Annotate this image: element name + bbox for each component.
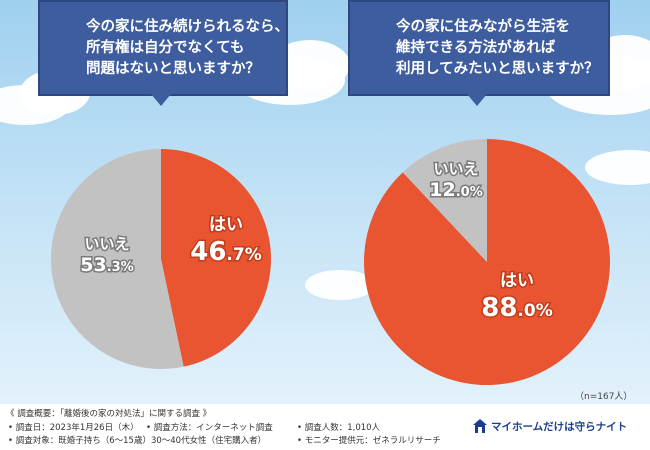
survey-footer: 《 調査概要：「離婚後の家の対処法」に関する調査 》 • 調査日：2023年1月… bbox=[0, 404, 650, 450]
question-box-left: 今の家に住み続けられるなら、 所有権は自分でなくても 問題はないと思いますか？ bbox=[38, 0, 289, 96]
pie-2-label-2: いいえ bbox=[433, 160, 478, 178]
pie-2-value-2: 12.0% bbox=[429, 179, 482, 201]
pie-1-slice-1 bbox=[161, 149, 271, 367]
question-box-right-tail bbox=[467, 94, 487, 106]
sample-size: （n=167人） bbox=[575, 392, 633, 402]
pie-2-label-1: はい bbox=[500, 271, 534, 291]
brand-name: マイホームだけは守らナイト bbox=[491, 420, 628, 433]
footnote-outline: 《 調査概要：「離婚後の家の対処法」に関する調査 》 bbox=[6, 409, 212, 419]
pie-1-value-1: 46.7% bbox=[190, 237, 262, 267]
question-right-line-3: 利用してみたいと思いますか？ bbox=[396, 60, 599, 77]
question-right-line-2: 維持できる方法があれば bbox=[396, 39, 556, 56]
question-box-left-tail bbox=[151, 94, 171, 106]
cloud bbox=[305, 270, 375, 300]
brand-logo: マイホームだけは守らナイト bbox=[472, 418, 627, 434]
question-left-line-1: 今の家に住み続けられるなら、 bbox=[86, 18, 289, 35]
pie-1-label-1: はい bbox=[209, 215, 243, 235]
question-right-line-1: 今の家に住みながら生活を bbox=[396, 18, 570, 35]
footnote-provider: • モニター提供元：ゼネラルリサーチ bbox=[297, 436, 441, 446]
pie-1-slice-2 bbox=[50, 149, 184, 369]
pie-2-slice-1 bbox=[364, 139, 611, 385]
house-icon bbox=[473, 419, 487, 433]
footnote-method: • 調査方法：インターネット調査 bbox=[146, 423, 273, 433]
pie-1-value-2: 53.3% bbox=[80, 254, 133, 276]
pie-1-label-2: いいえ bbox=[84, 235, 129, 253]
pie-2-value-1: 88.0% bbox=[481, 293, 553, 323]
footnote-target: • 調査対象：既婚子持ち（6〜15歳）30〜40代女性（住宅購入者） bbox=[8, 436, 267, 446]
footnote-count: • 調査人数：1,010人 bbox=[297, 423, 381, 433]
footnote-date: • 調査日：2023年1月26日（木） bbox=[8, 423, 139, 433]
question-left-line-3: 問題はないと思いますか？ bbox=[86, 60, 260, 77]
cloud bbox=[585, 150, 650, 185]
pie-2-slice-2 bbox=[402, 139, 487, 262]
question-left-line-2: 所有権は自分でなくても bbox=[86, 39, 245, 56]
